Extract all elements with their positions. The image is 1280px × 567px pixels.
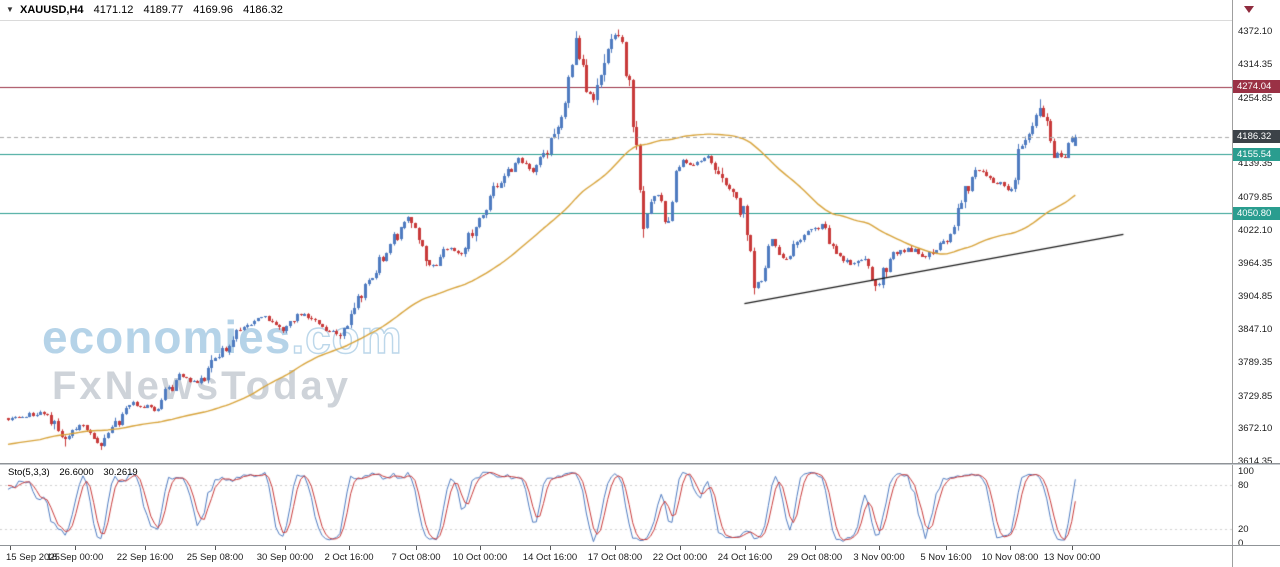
time-axis-label: 22 Sep 16:00 bbox=[116, 552, 174, 563]
symbol-dropdown-icon[interactable]: ▼ bbox=[6, 5, 14, 14]
time-axis-label: 13 Nov 00:00 bbox=[1043, 552, 1101, 563]
time-axis-label: 5 Nov 16:00 bbox=[920, 552, 972, 563]
price-line-tag: 4155.54 bbox=[1233, 148, 1280, 161]
time-axis-label: 2 Oct 16:00 bbox=[324, 552, 374, 563]
stochastic-signal-value: 30.2619 bbox=[103, 467, 138, 478]
price-line-tag: 4050.80 bbox=[1233, 207, 1280, 220]
time-axis-label: 24 Oct 16:00 bbox=[717, 552, 773, 563]
stochastic-canvas[interactable] bbox=[0, 465, 1232, 545]
pane-separator[interactable] bbox=[0, 463, 1280, 465]
time-axis-label: 15 Sep 2025 bbox=[6, 552, 60, 563]
time-axis-tick bbox=[1010, 546, 1011, 550]
time-axis-label: 3 Nov 00:00 bbox=[853, 552, 905, 563]
time-axis-tick bbox=[815, 546, 816, 550]
time-axis-tick bbox=[10, 546, 11, 550]
time-axis-tick bbox=[946, 546, 947, 550]
price-axis-label: 4372.10 bbox=[1238, 26, 1273, 38]
price-axis-label: 3964.35 bbox=[1238, 257, 1273, 269]
time-axis[interactable]: 15 Sep 2025 18 Sep 00:00 22 Sep 16:00 25 Se… bbox=[0, 546, 1232, 567]
time-axis-tick bbox=[1072, 546, 1073, 550]
price-axis-label: 3729.85 bbox=[1238, 390, 1273, 402]
price-axis-label: 4139.35 bbox=[1238, 158, 1273, 170]
stochastic-main-value: 26.6000 bbox=[59, 467, 94, 478]
price-line-tag: 4274.04 bbox=[1233, 80, 1280, 93]
price-axis-label: 3847.10 bbox=[1238, 324, 1273, 336]
axis-top-marker-icon bbox=[1244, 6, 1254, 13]
stochastic-axis-label: 20 bbox=[1238, 523, 1249, 535]
price-axis-label: 4314.35 bbox=[1238, 58, 1273, 70]
ohlc-close-value: 4186.32 bbox=[243, 4, 283, 16]
time-axis-tick bbox=[349, 546, 350, 550]
price-axis-label: 4254.85 bbox=[1238, 92, 1273, 104]
time-axis-tick bbox=[145, 546, 146, 550]
time-axis-tick bbox=[416, 546, 417, 550]
ohlc-header: ▼ XAUUSD,H4 4171.12 4189.77 4169.96 4186… bbox=[6, 4, 283, 16]
time-axis-label: 10 Oct 00:00 bbox=[452, 552, 508, 563]
stochastic-axis-label: 0 bbox=[1238, 538, 1244, 549]
ohlc-high-value: 4189.77 bbox=[143, 4, 184, 16]
time-axis-label: 29 Oct 08:00 bbox=[787, 552, 843, 563]
time-axis-tick bbox=[615, 546, 616, 550]
time-axis-label: 7 Oct 08:00 bbox=[391, 552, 441, 563]
time-axis-tick bbox=[680, 546, 681, 550]
time-axis-label: 25 Sep 08:00 bbox=[186, 552, 244, 563]
price-axis-label: 4022.10 bbox=[1238, 224, 1273, 236]
stochastic-axis-label: 100 bbox=[1238, 466, 1254, 477]
time-axis-label: 30 Sep 00:00 bbox=[256, 552, 314, 563]
ohlc-low-value: 4169.96 bbox=[193, 4, 234, 16]
stochastic-name: Sto(5,3,3) bbox=[8, 467, 50, 478]
chart-top-border bbox=[0, 20, 1280, 21]
time-axis-tick bbox=[75, 546, 76, 550]
price-axis-label: 3904.85 bbox=[1238, 291, 1273, 303]
time-axis-tick bbox=[285, 546, 286, 550]
time-axis-label: 17 Oct 08:00 bbox=[587, 552, 643, 563]
price-axis-label: 3789.35 bbox=[1238, 356, 1273, 368]
time-axis-label: 22 Oct 00:00 bbox=[652, 552, 708, 563]
main-chart-canvas[interactable] bbox=[0, 0, 1232, 463]
time-axis-tick bbox=[879, 546, 880, 550]
time-axis-tick bbox=[745, 546, 746, 550]
ohlc-open-value: 4171.12 bbox=[93, 4, 134, 16]
time-axis-label: 10 Nov 08:00 bbox=[981, 552, 1039, 563]
price-axis[interactable]: 4372.10 4314.35 4254.85 4139.35 4079.85 4022.… bbox=[1232, 0, 1280, 567]
stochastic-label: Sto(5,3,3) 26.6000 30.2619 bbox=[8, 467, 138, 478]
price-axis-label: 3672.10 bbox=[1238, 423, 1273, 435]
time-axis-tick bbox=[215, 546, 216, 550]
time-axis-separator bbox=[0, 545, 1280, 546]
time-axis-label: 14 Oct 16:00 bbox=[522, 552, 578, 563]
symbol-period-label: XAUUSD,H4 bbox=[19, 4, 84, 16]
current-price-tag: 4186.32 bbox=[1233, 130, 1280, 143]
time-axis-tick bbox=[480, 546, 481, 550]
time-axis-tick bbox=[550, 546, 551, 550]
stochastic-axis-label: 80 bbox=[1238, 480, 1249, 492]
price-axis-label: 3614.35 bbox=[1238, 456, 1273, 468]
time-axis-label: 18 Sep 00:00 bbox=[46, 552, 104, 563]
price-axis-label: 4079.85 bbox=[1238, 191, 1273, 203]
